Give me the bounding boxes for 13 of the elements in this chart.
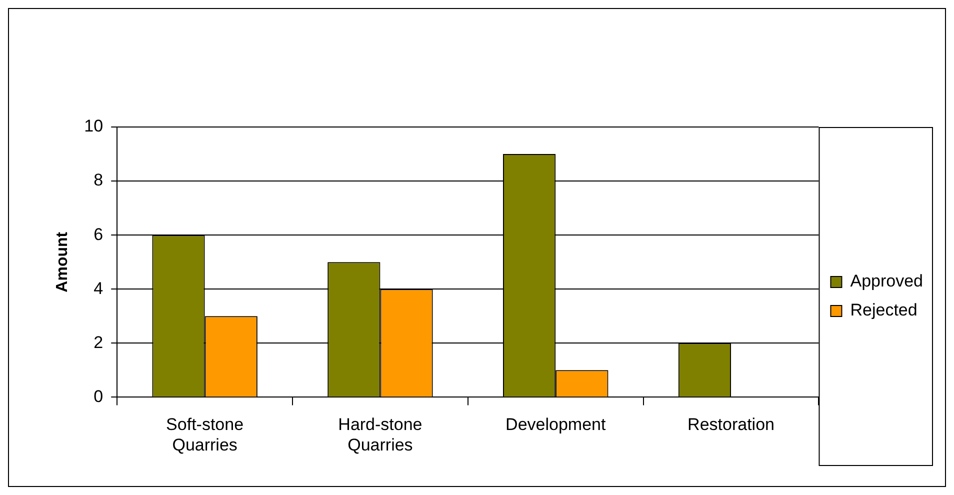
y-tick-label: 10 (84, 116, 104, 136)
legend-label: Approved (850, 272, 924, 291)
legend-label: Rejected (850, 300, 918, 320)
x-tick-label: Development (506, 415, 606, 434)
x-tick-label: Restoration (688, 415, 774, 434)
y-tick-label: 0 (94, 386, 104, 406)
y-tick-label: 2 (94, 332, 104, 352)
y-axis-title: Amount (54, 231, 72, 292)
y-tick-label: 8 (94, 170, 104, 190)
x-tick-label: Hard-stone Quarries (338, 415, 422, 454)
x-tick-label: Soft-stone Quarries (166, 415, 244, 454)
y-tick-label: 6 (94, 224, 104, 244)
y-tick-label: 4 (94, 278, 104, 298)
